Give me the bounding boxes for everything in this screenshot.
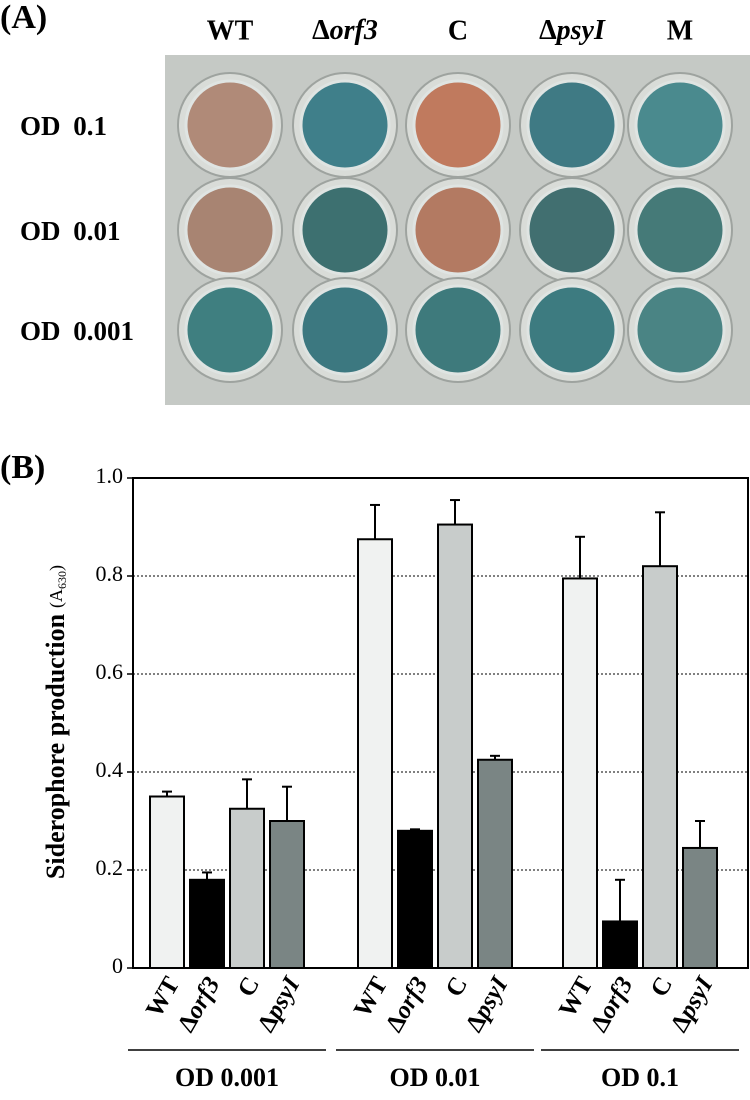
x-tick-label: ΔpsyI xyxy=(252,971,305,1036)
bar xyxy=(562,577,598,969)
x-tick-label: Δorf3 xyxy=(172,972,225,1036)
well xyxy=(299,284,391,376)
bar xyxy=(229,807,265,969)
well xyxy=(634,79,726,171)
bar xyxy=(357,538,393,969)
group-label: OD 0.01 xyxy=(390,1063,481,1092)
bar xyxy=(477,758,513,969)
well xyxy=(184,79,276,171)
well xyxy=(526,184,618,276)
bar xyxy=(437,523,473,969)
x-tick-label: ΔpsyI xyxy=(665,971,718,1036)
y-tick-label: 0.4 xyxy=(96,757,124,782)
y-tick-label: 0.8 xyxy=(96,561,124,586)
y-label-text: Siderophore production xyxy=(41,613,70,879)
bar xyxy=(602,920,638,970)
column-label: Δorf3 xyxy=(312,15,378,46)
well xyxy=(526,284,618,376)
well xyxy=(526,79,618,171)
panel-label: (B) xyxy=(0,449,45,486)
y-unit-sub: 630 xyxy=(55,571,69,589)
well xyxy=(299,184,391,276)
well xyxy=(634,184,726,276)
group-label: OD 0.001 xyxy=(175,1063,279,1092)
row-label: OD 0.01 xyxy=(20,216,121,246)
bar xyxy=(269,820,305,969)
group-label: OD 0.1 xyxy=(601,1063,679,1092)
well xyxy=(412,79,504,171)
bar xyxy=(189,878,225,969)
y-tick-label: 0.2 xyxy=(96,855,124,880)
y-tick-label: 0.6 xyxy=(96,659,124,684)
column-label: M xyxy=(667,15,693,46)
y-unit: ) xyxy=(46,565,67,571)
x-tick-label: C xyxy=(441,972,473,1001)
well xyxy=(634,284,726,376)
well xyxy=(184,184,276,276)
column-label: ΔpsyI xyxy=(539,15,606,46)
well xyxy=(299,79,391,171)
x-tick-label: ΔpsyI xyxy=(460,971,513,1036)
panel-label: (A) xyxy=(0,0,47,36)
bar xyxy=(682,846,718,970)
bar xyxy=(149,795,185,969)
y-unit: (A xyxy=(46,589,67,608)
well xyxy=(184,284,276,376)
y-tick-label: 1.0 xyxy=(96,463,124,488)
row-label: OD 0.001 xyxy=(20,316,134,346)
column-label: C xyxy=(448,15,468,46)
x-tick-label: C xyxy=(646,972,678,1001)
well xyxy=(412,184,504,276)
well xyxy=(412,284,504,376)
bar xyxy=(642,565,678,969)
bar xyxy=(397,829,433,969)
x-tick-label: Δorf3 xyxy=(585,972,638,1036)
y-axis-label: Siderophore production (A630) xyxy=(41,565,70,879)
column-label: WT xyxy=(207,15,254,46)
x-tick-label: Δorf3 xyxy=(380,972,433,1036)
row-label: OD 0.1 xyxy=(20,111,107,141)
x-tick-label: C xyxy=(233,972,265,1001)
y-tick-label: 0 xyxy=(112,953,123,978)
